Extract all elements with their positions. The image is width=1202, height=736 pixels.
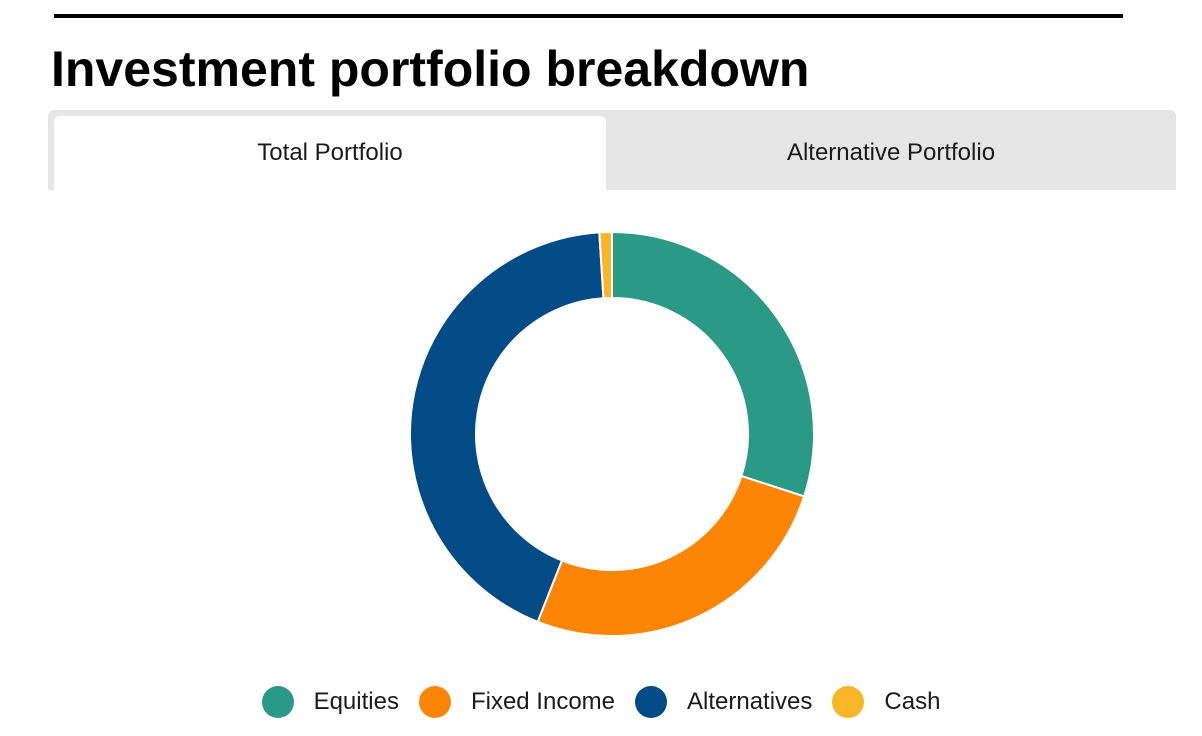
legend-item-fixed-income[interactable]: Fixed Income xyxy=(418,686,616,718)
legend-label: Alternatives xyxy=(687,688,813,715)
slice-fixed-income[interactable] xyxy=(536,474,806,637)
legend-label: Fixed Income xyxy=(470,688,616,715)
slice-alternatives[interactable] xyxy=(409,231,605,624)
legend-swatch xyxy=(832,686,865,718)
donut-chart xyxy=(409,230,815,637)
legend-swatch xyxy=(418,686,451,718)
page-title: Investment portfolio breakdown xyxy=(51,41,810,97)
tab-alternative-portfolio[interactable]: Alternative Portfolio xyxy=(786,139,996,166)
slice-cash[interactable] xyxy=(598,230,613,300)
legend-label: Equities xyxy=(313,688,399,715)
legend-item-equities[interactable]: Equities xyxy=(261,686,399,718)
tab-bar: Total Portfolio Alternative Portfolio xyxy=(48,110,1176,190)
top-divider xyxy=(54,14,1123,18)
legend-item-alternatives[interactable]: Alternatives xyxy=(635,686,812,718)
legend-item-cash[interactable]: Cash xyxy=(832,686,940,718)
slice-equities[interactable] xyxy=(611,230,815,498)
chart-area: Equities Fixed Income Alternatives Cash xyxy=(0,190,1202,736)
tab-total-portfolio[interactable]: Total Portfolio xyxy=(54,116,606,190)
legend-swatch xyxy=(635,686,668,718)
legend-swatch xyxy=(261,686,294,718)
legend-label: Cash xyxy=(884,688,941,715)
chart-legend: Equities Fixed Income Alternatives Cash xyxy=(0,682,1202,722)
